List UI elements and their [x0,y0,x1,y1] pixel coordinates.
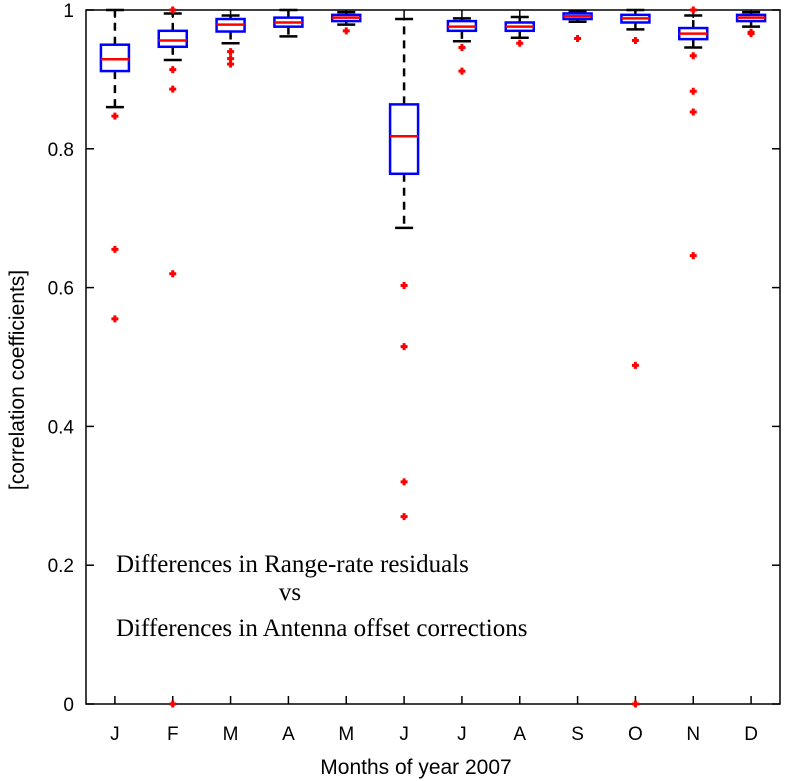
annotation: Differences in Range-rate residuals vs D… [116,551,527,642]
outlier-point [400,282,408,290]
box-4 [273,8,304,38]
y-tick-label: 0.8 [48,140,74,161]
box-12 [735,10,767,38]
box-iqr [157,29,188,49]
outlier-point [689,87,697,95]
y-tick-label: 0.6 [48,279,74,300]
outlier-point [227,48,235,56]
x-tick-label: N [686,724,700,745]
y-tick-label: 0.4 [48,417,75,438]
x-tick-label: S [571,724,584,745]
outlier-point [342,27,350,35]
box-9 [562,10,593,42]
outlier-point [631,37,639,45]
annotation-line-1: Differences in Range-rate residuals [116,551,469,578]
outlier-point [458,43,466,51]
box-series [99,6,767,708]
y-tick-label: 0 [63,695,74,716]
box-10 [620,8,651,708]
y-axis-label: [correlation coefficients] [6,270,29,490]
x-tick-label: J [110,724,120,745]
outlier-point [169,66,177,74]
outlier-point [689,52,697,60]
outlier-point [169,6,177,14]
box-11 [678,6,709,260]
outlier-point [111,245,119,253]
outlier-point [169,700,177,708]
box-iqr [388,103,420,176]
outlier-point [400,478,408,486]
box-8 [504,15,535,47]
box-3 [215,14,246,68]
outlier-point [689,6,697,14]
outlier-point [574,34,582,42]
box-6 [388,17,420,521]
outlier-point [111,112,119,120]
outlier-point [111,315,119,323]
x-tick-label: J [457,724,467,745]
outlier-point [747,30,755,38]
x-tick-label: D [744,724,758,745]
x-tick-label: A [282,724,295,745]
outlier-point [400,343,408,351]
plot-area [85,9,781,705]
y-tick-label: 0.2 [48,556,74,577]
box-7 [446,17,478,75]
annotation-line-3: Differences in Antenna offset correction… [116,615,527,642]
outlier-point [169,270,177,278]
box-1 [99,8,131,323]
box-5 [331,10,362,35]
x-tick-label: F [167,724,179,745]
outlier-point [689,252,697,260]
outlier-point [458,67,466,75]
x-tick-label: A [513,724,526,745]
outlier-point [516,39,524,47]
outlier-point [689,108,697,116]
box-iqr [99,43,131,73]
outlier-point [169,85,177,93]
x-tick-label: M [338,724,354,745]
y-axis: 0 0.2 0.4 0.6 0.8 1 [48,1,780,716]
x-axis-label: Months of year 2007 [320,756,511,779]
x-tick-label: J [399,724,409,745]
annotation-line-2: vs [279,579,301,606]
outlier-point [227,60,235,68]
outlier-point [631,700,639,708]
x-tick-label: M [223,724,239,745]
y-tick-label: 1 [63,1,74,22]
x-tick-label: O [628,724,643,745]
outlier-point [400,513,408,521]
box-2 [157,6,188,708]
outlier-point [631,361,639,369]
